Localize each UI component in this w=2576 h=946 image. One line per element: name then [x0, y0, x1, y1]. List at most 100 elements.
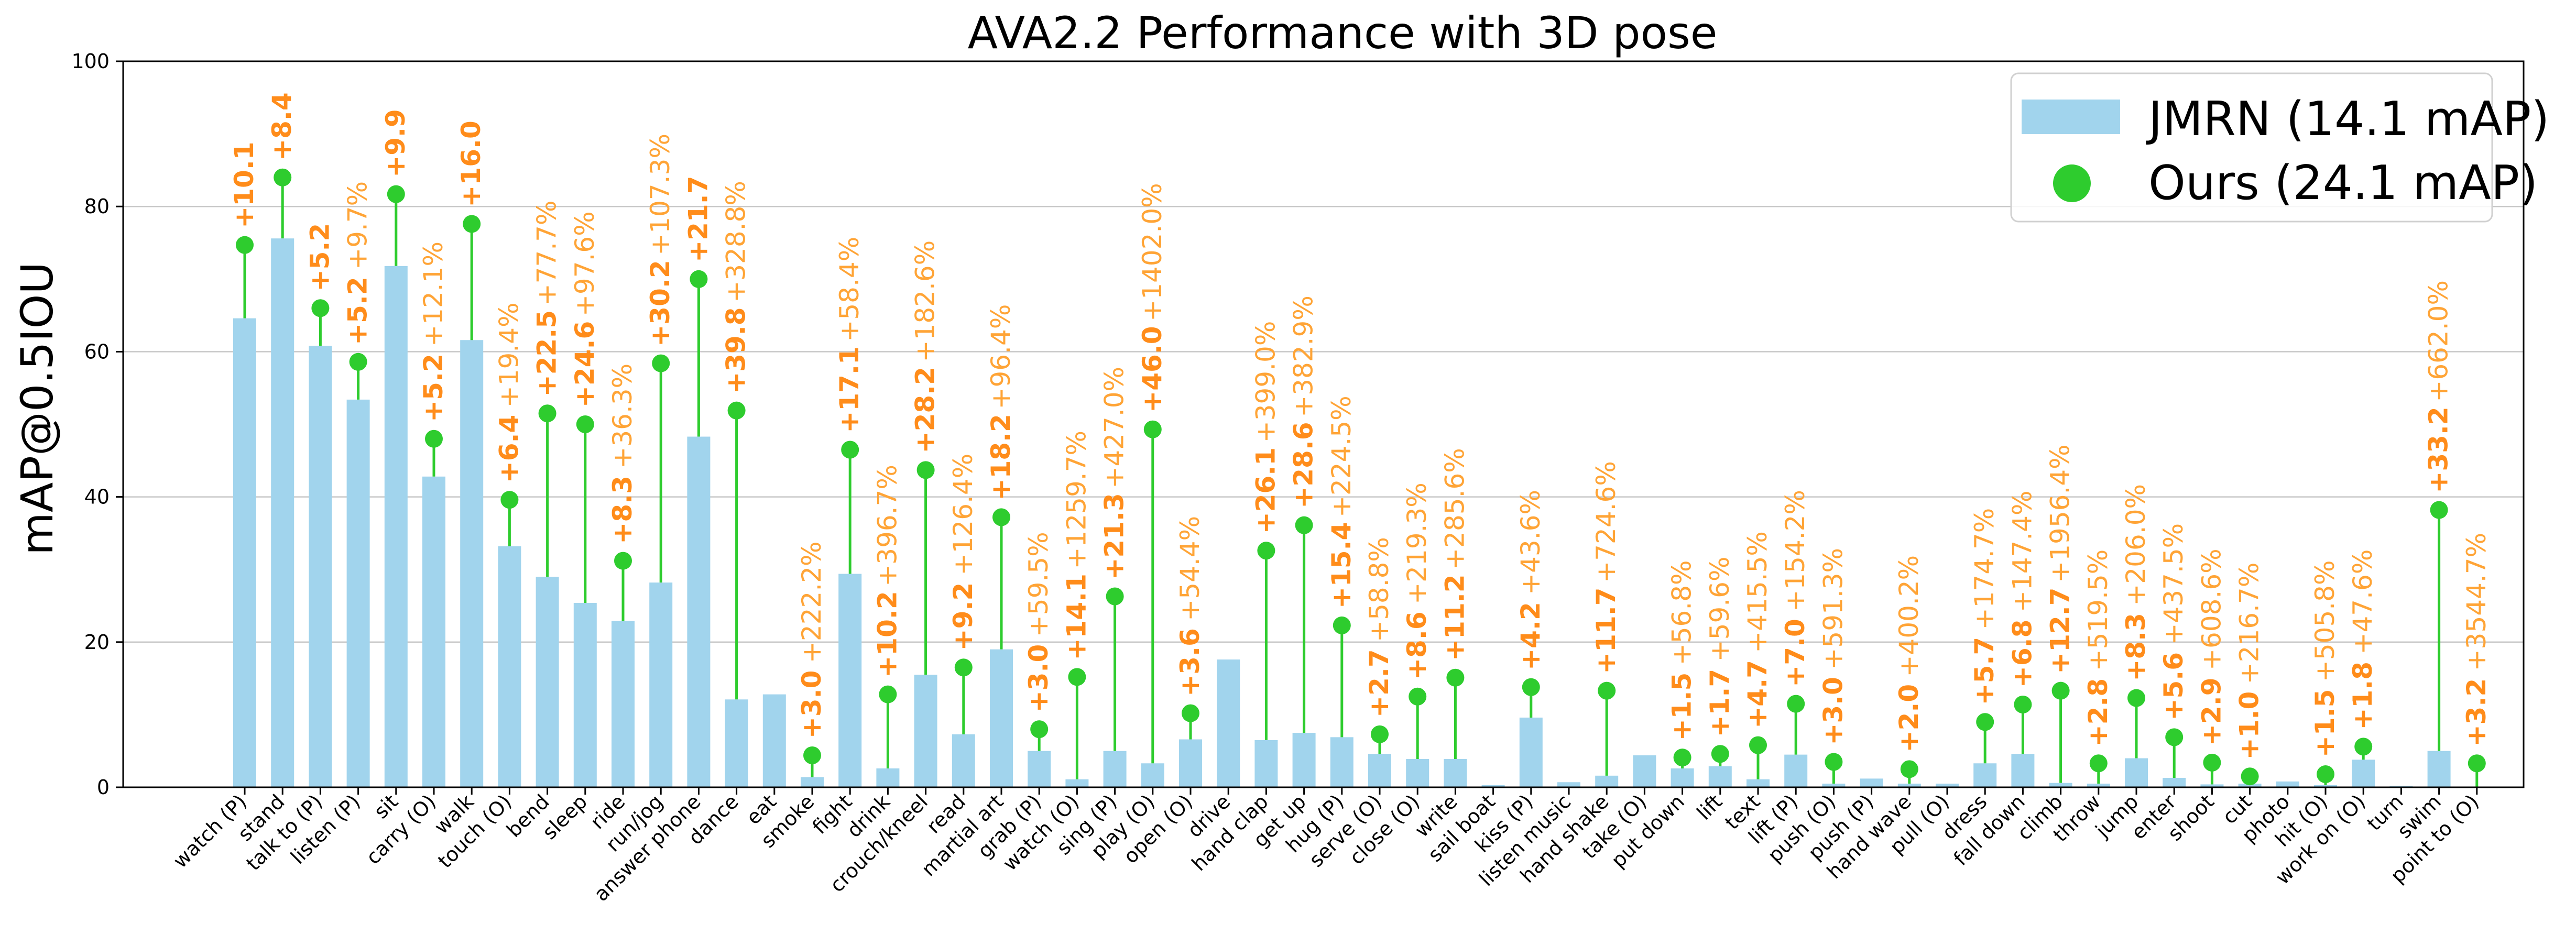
relative-gain-label: +97.6%	[570, 211, 600, 316]
data-point	[1068, 668, 1086, 686]
relative-gain-label: +56.8%	[1667, 560, 1697, 665]
data-point	[2468, 754, 2486, 773]
data-point	[311, 299, 330, 317]
data-point	[1900, 760, 1918, 778]
bar-series	[233, 238, 2488, 788]
absolute-gain-label: +11.2	[1439, 574, 1470, 661]
bar	[2163, 777, 2186, 787]
data-point	[349, 353, 367, 371]
data-point	[1825, 753, 1843, 771]
relative-gain-label: +591.3%	[1818, 548, 1848, 670]
relative-gain-label: +147.4%	[2007, 490, 2037, 612]
data-point	[690, 270, 708, 288]
bar	[1633, 755, 1656, 787]
relative-gain-label: +400.2%	[1894, 555, 1924, 677]
relative-gain-label: +216.7%	[2234, 563, 2265, 685]
data-point	[463, 215, 481, 233]
y-tick-label: 100	[71, 50, 110, 73]
bar	[1330, 737, 1354, 787]
absolute-gain-label: +9.2	[948, 582, 978, 651]
data-point	[1295, 516, 1313, 534]
bar	[2352, 760, 2375, 787]
relative-gain-label: +224.5%	[1326, 395, 1357, 518]
bar	[1708, 766, 1732, 787]
absolute-gain-label: +3.0	[1818, 677, 1848, 745]
absolute-gain-label: +4.2	[1515, 602, 1546, 670]
data-point	[879, 685, 897, 703]
data-point	[1711, 745, 1729, 763]
data-point	[500, 491, 519, 509]
absolute-gain-label: +3.0	[1023, 644, 1054, 712]
bar	[1557, 782, 1580, 787]
y-axis-label: mAP@0.5IOU	[12, 262, 63, 555]
relative-gain-label: +9.7%	[343, 181, 373, 270]
bar	[2011, 754, 2035, 787]
relative-gain-label: +519.5%	[2083, 549, 2113, 672]
bar	[1065, 779, 1089, 787]
data-point	[2051, 681, 2070, 700]
data-point	[1787, 695, 1805, 713]
bar	[2427, 751, 2451, 787]
absolute-gain-label: +28.2	[910, 367, 941, 453]
data-point	[1446, 668, 1465, 687]
data-point	[2430, 501, 2448, 519]
bar	[1519, 717, 1543, 787]
relative-gain-label: +59.6%	[1705, 557, 1735, 662]
plot-frame	[122, 60, 2525, 788]
data-point	[841, 441, 859, 459]
data-point	[1371, 725, 1389, 743]
absolute-gain-label: +1.0	[2234, 691, 2265, 760]
relative-gain-label: +399.0%	[1250, 321, 1281, 443]
bar	[990, 649, 1013, 787]
absolute-gain-label: +11.7	[1591, 587, 1621, 674]
relative-gain-label: +437.5%	[2158, 523, 2189, 645]
absolute-gain-label: +33.2	[2424, 406, 2454, 493]
data-point	[1106, 587, 1124, 606]
data-point	[2203, 753, 2221, 772]
data-point	[1976, 713, 1994, 731]
legend-box	[2010, 72, 2493, 223]
bar	[612, 621, 635, 787]
absolute-gain-label: +6.8	[2007, 620, 2037, 688]
legend-bar-swatch	[2022, 100, 2120, 134]
relative-gain-label: +43.6%	[1515, 490, 1546, 595]
data-point	[1257, 542, 1275, 560]
data-point	[425, 430, 443, 448]
bar	[498, 546, 521, 787]
relative-gain-label: +1402.0%	[1137, 183, 1167, 321]
absolute-gain-label: +7.0	[1780, 619, 1810, 687]
legend-label-jmrn: JMRN (14.1 mAP)	[2146, 92, 2549, 147]
relative-gain-label: +608.6%	[2196, 548, 2226, 670]
data-point	[2241, 767, 2259, 786]
grid-lines	[123, 205, 2524, 643]
absolute-gain-label: +5.6	[2158, 652, 2189, 720]
relative-gain-label: +96.4%	[986, 304, 1016, 410]
data-point	[614, 552, 632, 570]
absolute-gain-label: +1.7	[1705, 669, 1735, 737]
bar	[914, 675, 937, 787]
relative-gain-label: +47.6%	[2348, 549, 2378, 655]
relative-gain-label: +107.3%	[645, 134, 675, 256]
data-point	[2127, 689, 2145, 707]
relative-gain-label: +174.7%	[1969, 508, 2000, 630]
bar	[1784, 754, 1808, 787]
absolute-gain-label: +46.0	[1137, 326, 1167, 412]
relative-gain-label: +724.6%	[1591, 461, 1621, 583]
bar	[762, 694, 786, 787]
data-point	[916, 461, 935, 479]
absolute-gain-label: +2.0	[1894, 684, 1924, 752]
bar	[2238, 784, 2262, 787]
absolute-gain-label: +8.3	[2121, 613, 2151, 681]
bar	[536, 577, 559, 787]
legend-label-ours: Ours (24.1 mAP)	[2148, 156, 2538, 211]
absolute-gain-label: +5.7	[1969, 637, 2000, 705]
absolute-gain-label: +15.4	[1326, 522, 1357, 609]
bar	[1747, 779, 1770, 787]
absolute-gain-label: +17.1	[834, 346, 865, 433]
y-tick-label: 60	[84, 340, 110, 363]
relative-gain-label: +328.8%	[721, 181, 751, 303]
relative-gain-label: +12.1%	[418, 241, 449, 347]
bar	[1595, 775, 1619, 787]
relative-gain-label: +427.0%	[1099, 367, 1130, 489]
